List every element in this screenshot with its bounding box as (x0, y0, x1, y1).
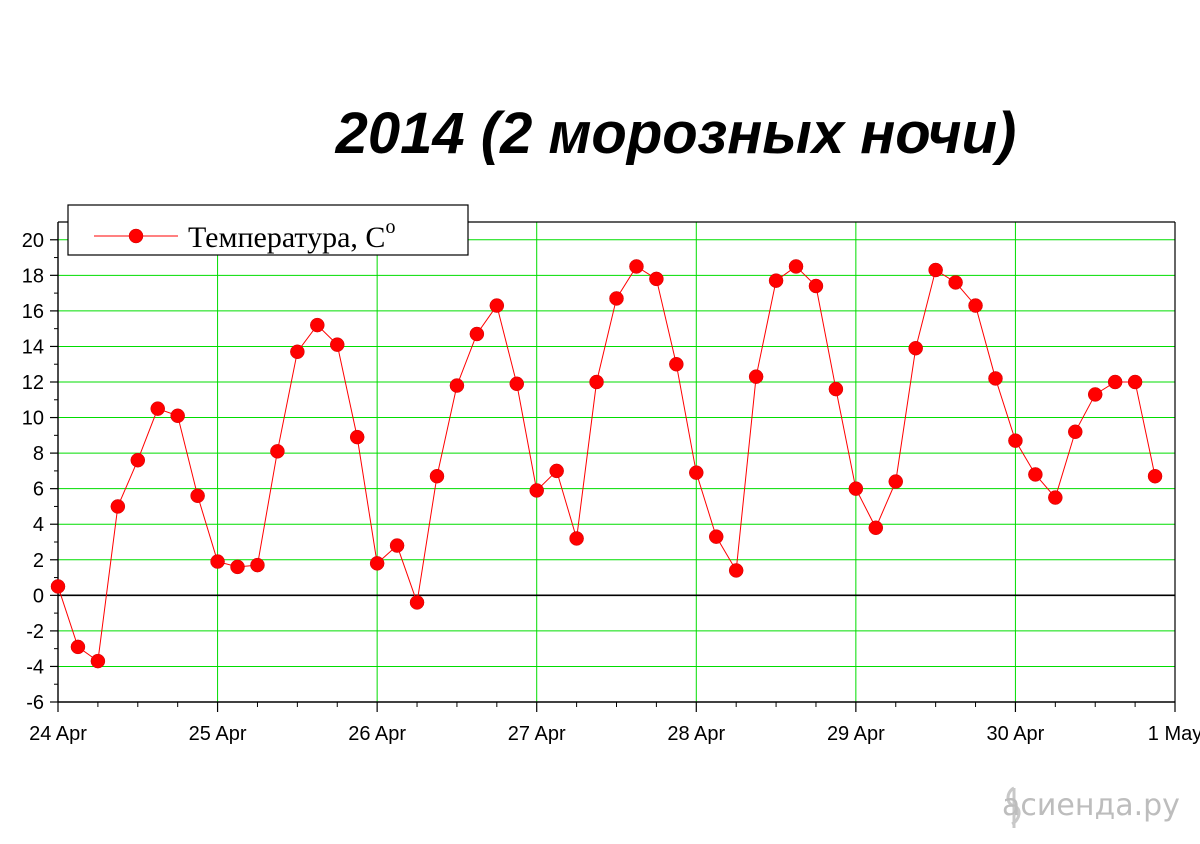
legend-label: Температура, Сo (188, 216, 395, 254)
data-point (190, 488, 205, 504)
legend: Температура, Сo (67, 204, 469, 256)
data-point (788, 259, 804, 274)
data-point (369, 556, 385, 571)
y-tick-label: -2 (26, 621, 44, 643)
data-point (449, 378, 465, 393)
data-point (489, 298, 505, 313)
data-point (669, 356, 684, 372)
data-point (210, 554, 225, 569)
data-point (330, 337, 345, 352)
y-tick-label: -6 (26, 692, 44, 714)
data-point (968, 298, 983, 313)
data-point (150, 401, 165, 416)
series-line (57, 265, 1156, 663)
y-tick-label: 6 (33, 479, 44, 501)
x-tick-label: 25 Apr (189, 723, 247, 745)
x-tick-label: 28 Apr (667, 723, 725, 745)
data-point (629, 259, 644, 274)
data-point (70, 639, 86, 655)
x-tick-label: 27 Apr (508, 723, 566, 745)
y-tick-label: 20 (22, 230, 44, 252)
data-point (1147, 468, 1163, 484)
x-tick-label: 26 Apr (348, 723, 406, 745)
data-point (1008, 433, 1023, 448)
y-tick-label: 14 (22, 336, 44, 358)
data-point (529, 483, 544, 498)
data-point (1087, 387, 1103, 402)
x-tick-label: 30 Apr (987, 723, 1045, 745)
data-point (270, 444, 285, 459)
data-point (549, 463, 564, 479)
data-point (569, 531, 584, 546)
data-point (310, 317, 325, 333)
data-point (469, 326, 485, 342)
data-point (290, 344, 305, 360)
data-point (429, 468, 445, 484)
data-point (1107, 374, 1123, 390)
x-tick-label: 29 Apr (827, 723, 885, 745)
watermark-logo-icon (1006, 786, 1021, 828)
data-point (948, 275, 963, 290)
data-point (848, 481, 864, 496)
data-point (230, 559, 245, 575)
data-point (250, 557, 265, 573)
data-point (389, 538, 405, 553)
data-point (130, 452, 146, 468)
data-point (708, 529, 724, 544)
data-point (828, 381, 844, 397)
data-point (768, 273, 784, 288)
y-tick-label: 12 (22, 372, 44, 394)
data-point (110, 499, 126, 514)
y-tick-label: -4 (26, 656, 44, 678)
data-point (689, 465, 704, 480)
data-point (649, 271, 664, 287)
data-point (928, 262, 943, 278)
data-point (349, 429, 365, 445)
data-point (589, 374, 604, 390)
y-tick-label: 4 (33, 514, 44, 536)
y-tick-label: 18 (22, 265, 44, 287)
data-point (609, 291, 624, 306)
x-tick-label: 1 May (1148, 723, 1200, 745)
data-point (409, 595, 425, 610)
grid (58, 222, 1175, 703)
series-temperature (50, 259, 1163, 669)
chart-title: 2014 (2 морозных ночи) (335, 101, 1017, 166)
data-point (509, 376, 525, 392)
y-tick-label: 10 (22, 408, 44, 430)
watermark-text: асиенда.ру (1002, 788, 1180, 823)
axes: -6 -4 -2 0 2 4 6 8 10 12 14 16 18 20 24 Apr 25 Apr 26 Ap… (22, 221, 1200, 745)
data-point (90, 653, 106, 669)
x-tick-label: 24 Apr (29, 723, 87, 745)
legend-marker (128, 228, 144, 244)
y-tick-label: 0 (33, 585, 44, 607)
data-point (988, 371, 1003, 386)
y-tick-label: 16 (22, 301, 44, 323)
data-point (1048, 490, 1063, 505)
data-point (1028, 467, 1043, 482)
data-point (50, 579, 66, 594)
y-tick-label: 2 (33, 550, 44, 572)
data-point (908, 340, 923, 356)
y-tick-label: 8 (33, 443, 44, 465)
data-point (1068, 424, 1083, 440)
data-point (1127, 374, 1143, 390)
data-point (728, 563, 744, 578)
data-point (170, 408, 185, 424)
data-point (888, 474, 903, 489)
data-point (808, 278, 824, 294)
data-point (868, 520, 884, 536)
data-point (748, 369, 764, 384)
